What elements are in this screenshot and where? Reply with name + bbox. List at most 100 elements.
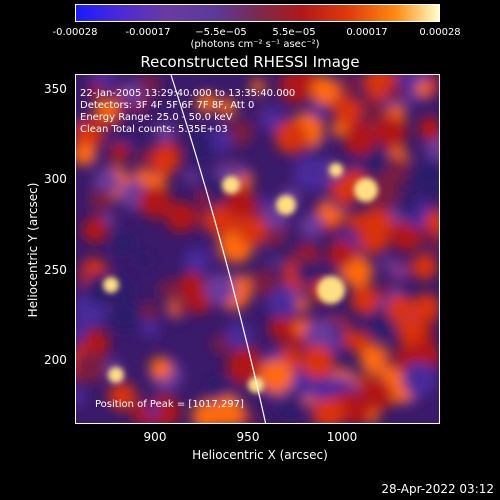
hot-spot	[222, 176, 240, 194]
intensity-blob	[95, 97, 118, 120]
intensity-blob	[227, 348, 263, 385]
intensity-blob	[360, 344, 391, 375]
intensity-blob	[76, 142, 95, 166]
colorbar-tick: −5.5e−05	[195, 27, 247, 38]
intensity-blob	[225, 321, 253, 350]
intensity-blob	[411, 293, 439, 323]
intensity-blob	[150, 146, 180, 176]
timestamp: 28-Apr-2022 03:12	[381, 482, 494, 496]
intensity-blob	[76, 387, 86, 407]
intensity-blob	[186, 133, 215, 161]
intensity-blob	[411, 158, 439, 195]
intensity-blob	[88, 188, 113, 213]
colorbar-units: (photons cm⁻² s⁻¹ asec⁻²)	[190, 39, 320, 50]
intensity-blob	[331, 121, 347, 137]
intensity-blob	[231, 163, 247, 180]
intensity-blob	[107, 299, 141, 333]
intensity-blob	[138, 185, 172, 219]
info-energy-range: Energy Range: 25.0 - 50.0 keV	[80, 112, 233, 123]
intensity-blob	[300, 345, 335, 380]
intensity-blob	[196, 92, 217, 113]
colorbar-tick: -0.00017	[125, 27, 171, 38]
info-time-range: 22-Jan-2005 13:29:40.000 to 13:35:40.000	[80, 88, 296, 99]
hot-spot	[103, 277, 119, 293]
intensity-blob	[376, 284, 391, 300]
x-tick-label: 1000	[326, 430, 358, 444]
intensity-blob	[110, 230, 136, 255]
intensity-blob	[375, 115, 408, 149]
intensity-blob	[93, 168, 121, 196]
intensity-blob	[424, 208, 439, 237]
intensity-blob	[332, 95, 361, 124]
intensity-blob	[149, 356, 172, 379]
intensity-blob	[311, 397, 345, 423]
intensity-blob	[425, 232, 439, 252]
hot-spot	[248, 377, 264, 393]
intensity-blob	[76, 265, 88, 277]
intensity-blob	[82, 217, 108, 243]
hot-spot	[317, 276, 345, 304]
intensity-blob	[250, 268, 278, 297]
intensity-blob	[184, 247, 211, 275]
intensity-blob	[386, 295, 415, 324]
intensity-blob	[396, 195, 418, 217]
intensity-blob	[175, 299, 190, 314]
intensity-blob	[343, 124, 376, 156]
intensity-blob	[411, 253, 438, 280]
info-total-counts: Clean Total counts: 5.35E+03	[80, 124, 228, 135]
intensity-blob	[383, 351, 401, 369]
solar-limb-line	[170, 75, 267, 423]
intensity-blob	[204, 272, 237, 305]
x-tick-label: 950	[236, 430, 260, 444]
intensity-blob	[340, 75, 360, 94]
intensity-blob	[293, 155, 328, 191]
intensity-blob	[296, 298, 310, 311]
intensity-blob	[381, 257, 393, 270]
hot-spot	[276, 195, 296, 215]
x-axis-label: Heliocentric X (arcsec)	[192, 448, 328, 462]
intensity-blob	[108, 382, 137, 411]
intensity-blob	[401, 361, 437, 397]
x-tick-label: 900	[143, 430, 167, 444]
intensity-blob	[154, 122, 176, 144]
hot-spot	[108, 367, 124, 383]
y-tick-label: 250	[44, 263, 67, 277]
intensity-blob	[140, 318, 160, 338]
intensity-blob	[85, 328, 107, 350]
intensity-blob	[415, 80, 431, 97]
plot-title: Reconstructed RHESSI Image	[140, 53, 360, 71]
intensity-blob	[76, 351, 106, 384]
y-axis-label: Heliocentric Y (arcsec)	[26, 182, 40, 318]
y-tick-label: 350	[44, 82, 67, 96]
intensity-blob	[310, 76, 340, 106]
intensity-blob	[358, 222, 390, 254]
intensity-blob	[331, 176, 360, 205]
intensity-blob	[76, 320, 87, 343]
rhessi-image-plot	[75, 74, 440, 424]
intensity-blob	[279, 75, 313, 104]
intensity-blob	[386, 83, 406, 103]
intensity-blob	[89, 83, 104, 98]
intensity-blob	[274, 120, 308, 154]
intensity-blob	[287, 289, 300, 302]
intensity-blob	[136, 253, 151, 268]
colorbar	[75, 4, 440, 22]
intensity-blob	[346, 212, 365, 231]
y-tick-label: 200	[44, 353, 67, 367]
intensity-blob	[278, 398, 298, 418]
colorbar-tick: 0.00028	[419, 27, 461, 38]
colorbar-tick: -0.00028	[52, 27, 98, 38]
colorbar-tick: 0.00017	[346, 27, 388, 38]
intensity-blob	[218, 98, 236, 116]
intensity-blob	[250, 79, 266, 94]
intensity-blob	[348, 331, 371, 354]
intensity-blob	[299, 213, 325, 239]
intensity-blob	[225, 186, 256, 218]
info-peak-position: Position of Peak = [1017,297]	[95, 399, 244, 410]
intensity-blob	[258, 359, 293, 394]
intensity-blob	[140, 302, 159, 321]
intensity-blob	[350, 285, 379, 314]
intensity-blob	[145, 402, 161, 417]
info-detectors: Detectors: 3F 4F 5F 6F 7F 8F, Att 0	[80, 100, 255, 111]
intensity-blob	[212, 396, 245, 423]
